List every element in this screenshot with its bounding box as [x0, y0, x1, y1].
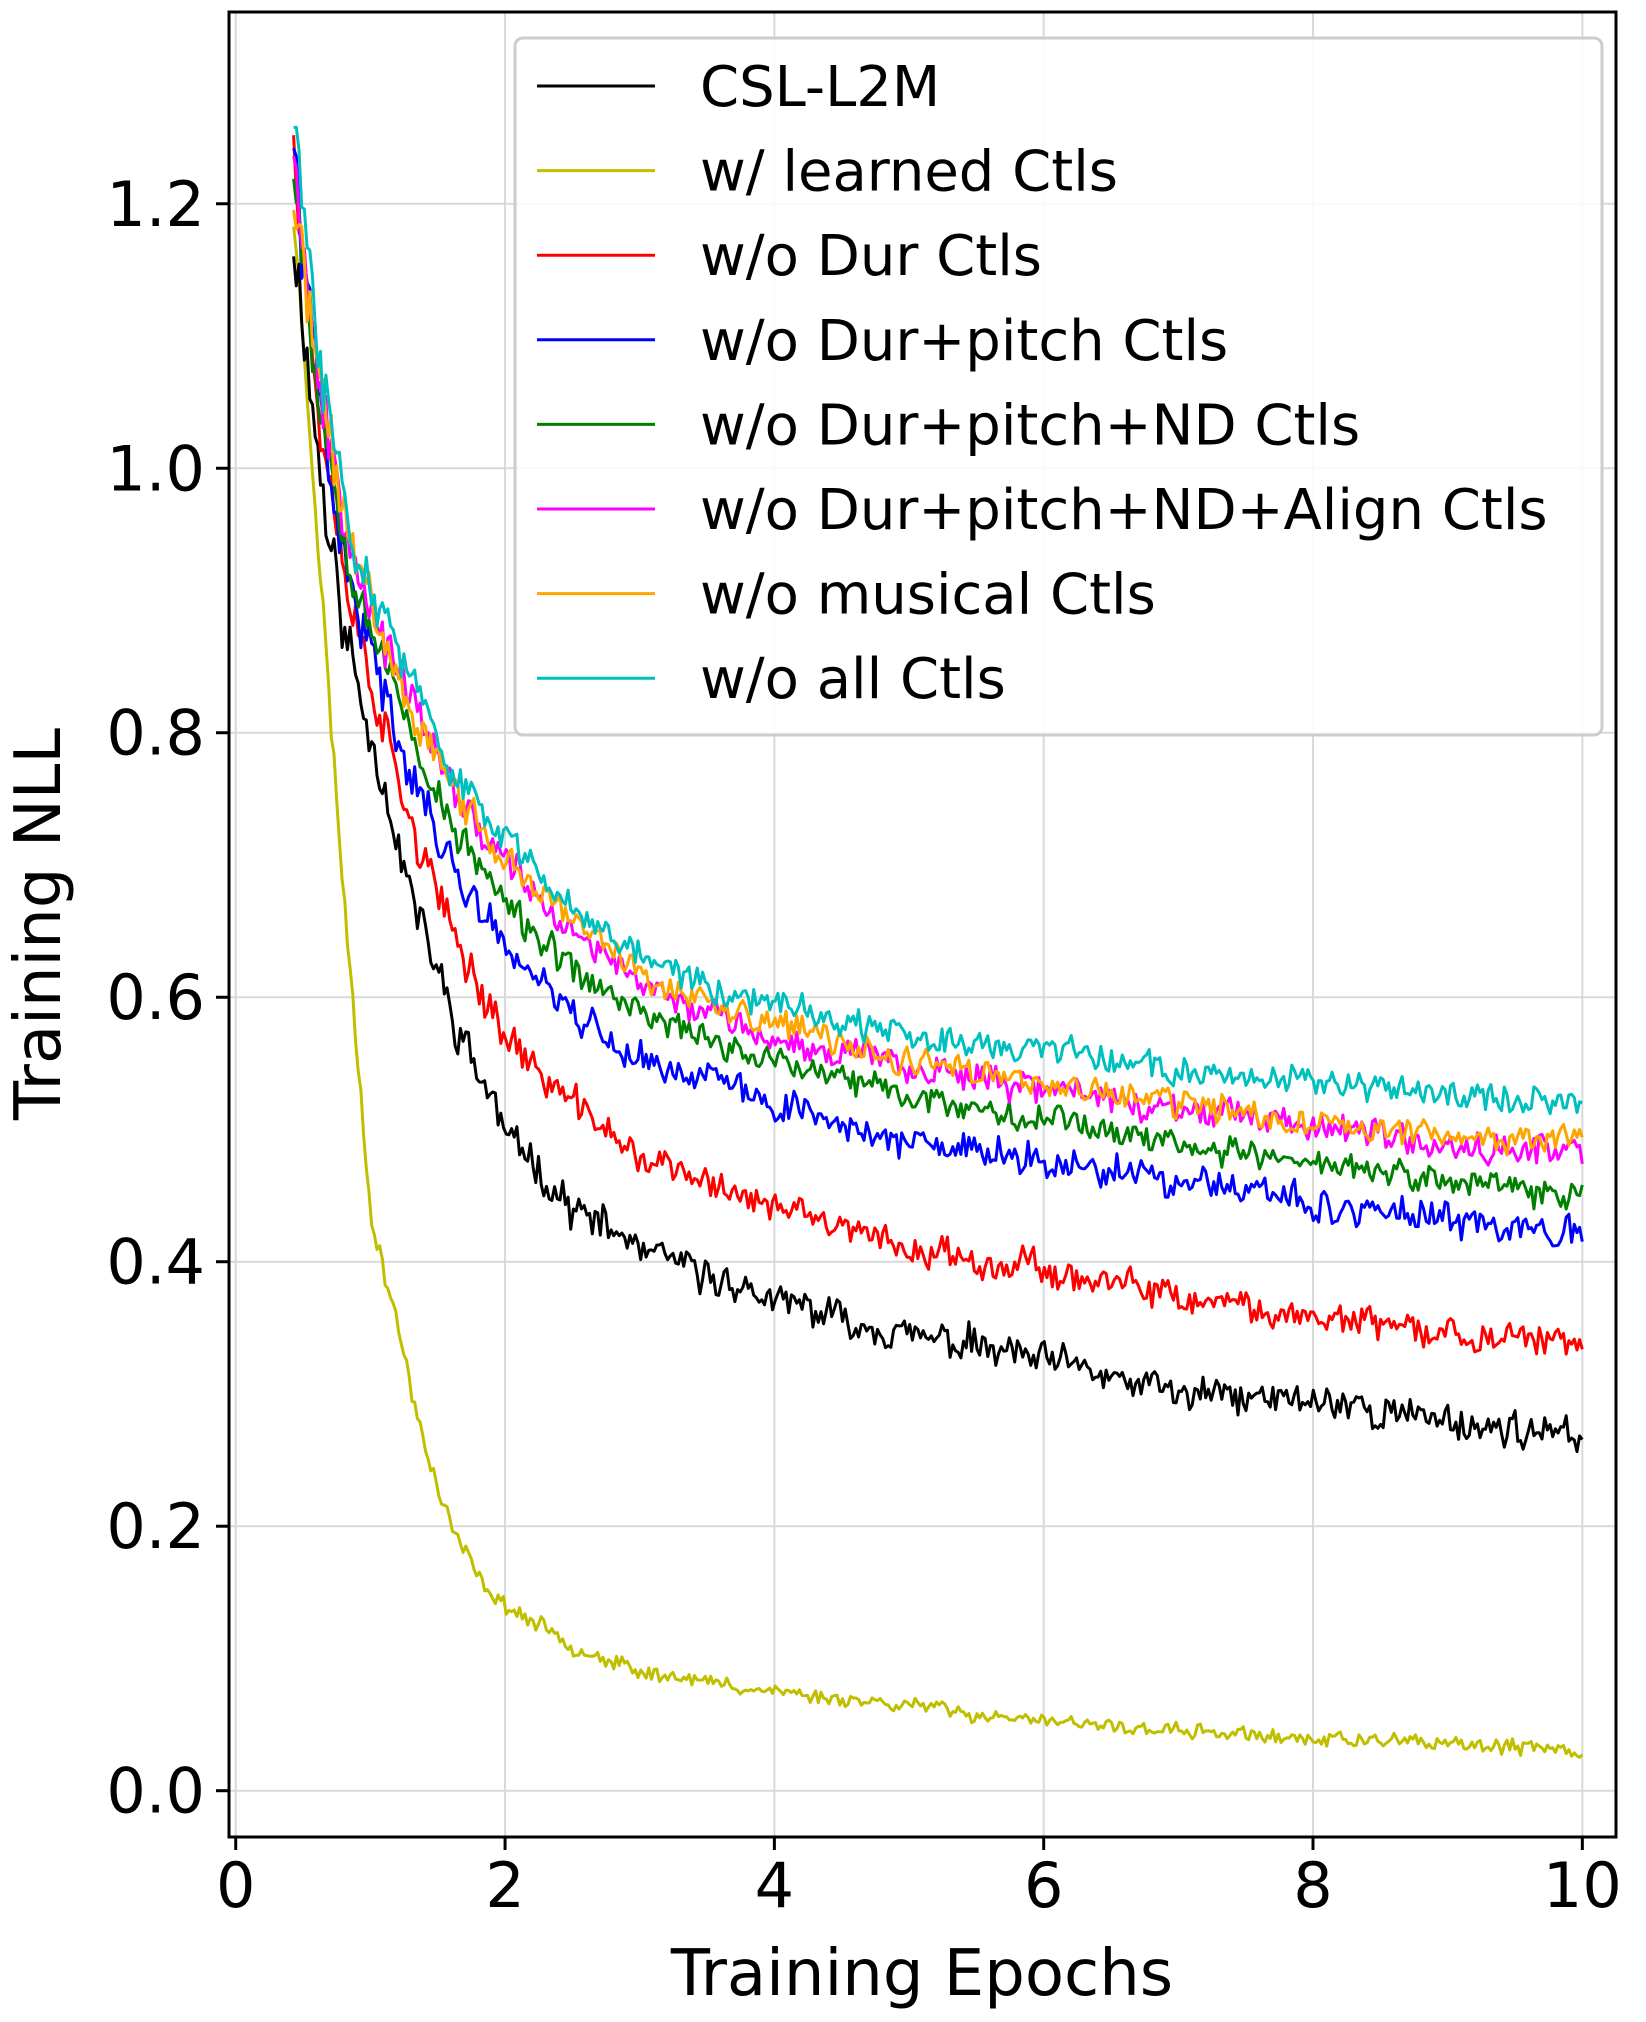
x-tick-label: 2 — [485, 1849, 524, 1922]
plot-frame — [227, 10, 1618, 1839]
y-tick-label: 0.4 — [106, 1226, 205, 1299]
y-tick-label: 0.2 — [106, 1490, 205, 1563]
y-tick-label: 0.0 — [106, 1755, 205, 1828]
series-line-2 — [292, 135, 1584, 1356]
y-tick-label: 1.0 — [106, 432, 205, 505]
series-line-0 — [292, 256, 1584, 1454]
legend-label: w/o Dur Ctls — [700, 224, 1042, 289]
legend-label: w/o Dur+pitch Ctls — [700, 309, 1228, 374]
axis-ticks: 0 2 4 6 8 10 0.0 0.2 0.4 0.6 0.8 1.0 1.2 — [106, 168, 1621, 1922]
legend-label: w/o all Ctls — [700, 647, 1006, 712]
series-line-6 — [292, 209, 1584, 1157]
series-line-1 — [292, 226, 1584, 1759]
series-line-7 — [293, 125, 1583, 1116]
y-tick-label: 0.8 — [106, 697, 205, 770]
series-lines — [292, 125, 1584, 1759]
legend: CSL-L2M w/ learned Ctls w/o Dur Ctls w/o Du… — [513, 36, 1604, 737]
y-tick-label: 0.6 — [106, 961, 205, 1034]
legend-label: w/o musical Ctls — [700, 563, 1156, 628]
x-tick-label: 8 — [1293, 1849, 1332, 1922]
series-line-4 — [292, 178, 1584, 1211]
legend-label: w/o Dur+pitch+ND Ctls — [700, 393, 1360, 458]
x-tick-label: 0 — [216, 1849, 255, 1922]
y-tick-label: 1.2 — [106, 168, 205, 241]
series-line-3 — [292, 147, 1584, 1248]
x-tick-label: 10 — [1543, 1849, 1622, 1922]
x-tick-label: 4 — [755, 1849, 794, 1922]
y-axis-title: Training NLL — [2, 728, 76, 1121]
x-tick-label: 6 — [1024, 1849, 1063, 1922]
legend-label: CSL-L2M — [700, 55, 940, 120]
legend-box — [513, 36, 1604, 737]
legend-label: w/o Dur+pitch+ND+Align Ctls — [700, 478, 1548, 543]
legend-label: w/ learned Ctls — [700, 140, 1118, 205]
x-axis-title: Training Epochs — [670, 1937, 1173, 2011]
